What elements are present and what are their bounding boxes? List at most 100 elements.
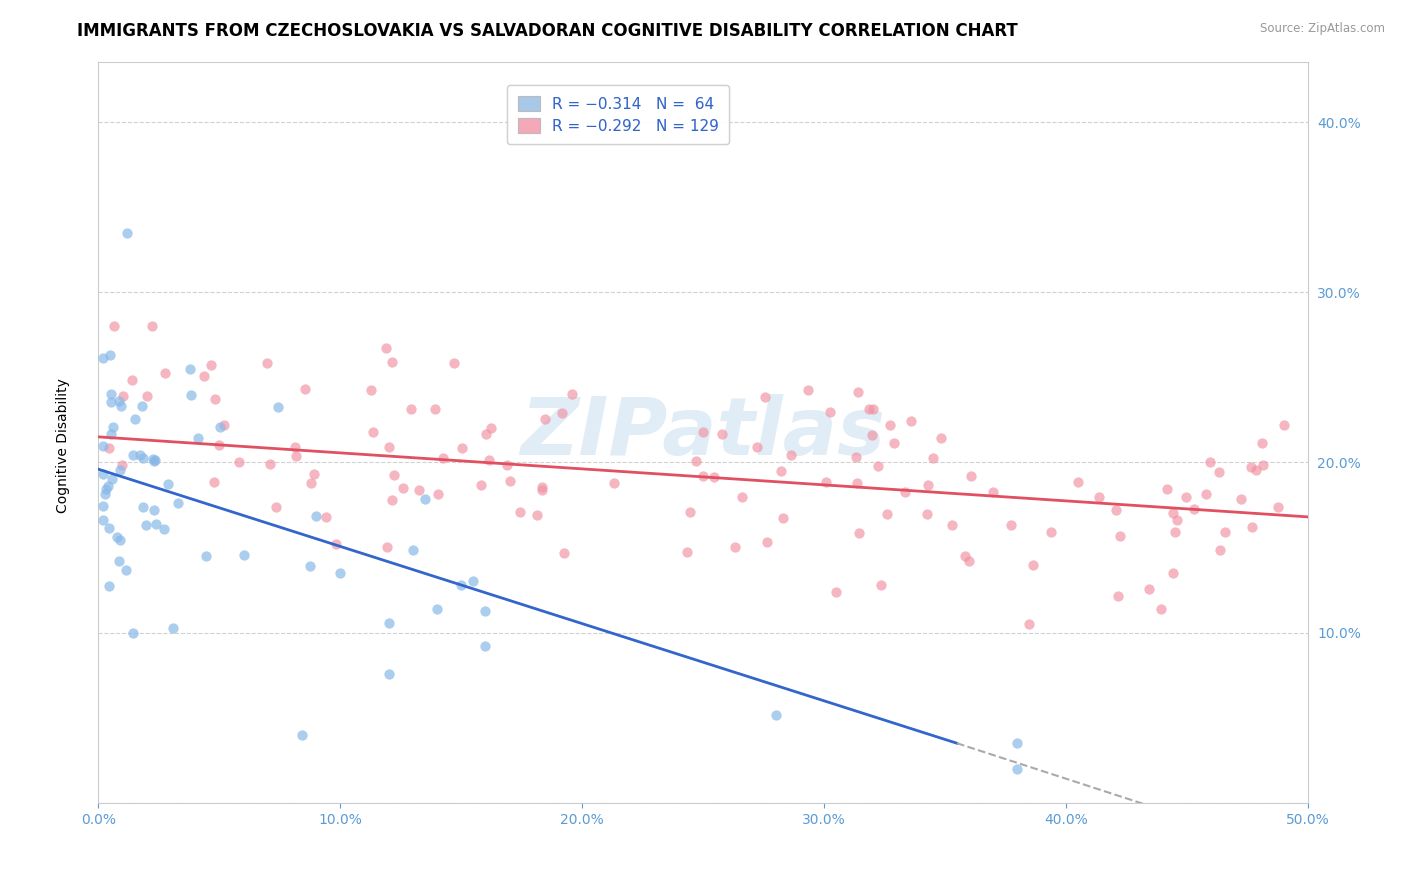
Point [195, 549, 218, 563]
Point [675, 545, 697, 559]
Point [496, 458, 519, 472]
Point [105, 530, 128, 544]
Point [679, 505, 702, 519]
Point [360, 383, 382, 397]
Point [769, 464, 792, 478]
Point [451, 441, 474, 455]
Point [848, 525, 870, 540]
Point [1208, 465, 1230, 479]
Point [132, 500, 155, 515]
Point [1156, 482, 1178, 496]
Point [900, 414, 922, 428]
Point [100, 426, 122, 441]
Point [754, 390, 776, 404]
Point [284, 440, 307, 454]
Point [876, 507, 898, 521]
Point [187, 431, 209, 445]
Point [1007, 736, 1029, 750]
Point [141, 319, 163, 334]
Point [450, 577, 472, 591]
Point [132, 451, 155, 466]
Point [780, 448, 803, 462]
Point [256, 356, 278, 370]
Point [96, 479, 118, 493]
Text: IMMIGRANTS FROM CZECHOSLOVAKIA VS SALVADORAN COGNITIVE DISABILITY CORRELATION CH: IMMIGRANTS FROM CZECHOSLOVAKIA VS SALVAD… [77, 22, 1018, 40]
Point [381, 493, 404, 508]
Point [315, 509, 337, 524]
Point [204, 392, 226, 407]
Point [377, 667, 399, 681]
Point [815, 475, 838, 489]
Point [957, 553, 980, 567]
Point [112, 389, 135, 403]
Point [136, 388, 159, 402]
Point [922, 450, 945, 465]
Point [692, 469, 714, 483]
Point [866, 458, 889, 473]
Point [91, 439, 114, 453]
Point [408, 483, 430, 497]
Point [153, 366, 176, 380]
Point [953, 549, 976, 564]
Point [1137, 582, 1160, 596]
Point [294, 382, 316, 396]
Point [208, 438, 231, 452]
Point [869, 578, 891, 592]
Point [200, 358, 222, 372]
Point [960, 469, 983, 483]
Point [526, 508, 548, 522]
Point [117, 226, 139, 240]
Point [426, 602, 449, 616]
Point [167, 496, 190, 510]
Point [98, 348, 121, 362]
Point [375, 341, 398, 355]
Point [96, 482, 118, 496]
Point [443, 356, 465, 370]
Point [143, 453, 166, 467]
Point [97, 579, 120, 593]
Point [862, 427, 884, 442]
Point [1250, 436, 1272, 450]
Point [1241, 520, 1264, 534]
Point [427, 486, 450, 500]
Point [1163, 524, 1185, 539]
Point [91, 499, 114, 513]
Point [110, 462, 132, 476]
Point [862, 401, 884, 416]
Point [551, 406, 574, 420]
Point [478, 453, 501, 467]
Point [361, 425, 384, 440]
Point [796, 383, 818, 397]
Point [893, 485, 915, 500]
Point [121, 448, 143, 462]
Point [145, 517, 167, 532]
Point [299, 476, 322, 491]
Point [1213, 525, 1236, 540]
Point [212, 417, 235, 432]
Point [917, 478, 939, 492]
Point [1109, 529, 1132, 543]
Point [474, 427, 496, 442]
Point [305, 508, 328, 523]
Point [142, 451, 165, 466]
Point [101, 472, 124, 486]
Point [381, 355, 404, 369]
Text: Source: ZipAtlas.com: Source: ZipAtlas.com [1260, 22, 1385, 36]
Point [1007, 762, 1029, 776]
Point [603, 476, 626, 491]
Point [765, 708, 787, 723]
Point [1166, 513, 1188, 527]
Point [1105, 502, 1128, 516]
Point [530, 480, 553, 494]
Point [1161, 566, 1184, 581]
Point [264, 500, 287, 515]
Point [724, 540, 747, 554]
Point [692, 425, 714, 439]
Point [91, 467, 114, 481]
Point [710, 426, 733, 441]
Point [685, 454, 707, 468]
Point [378, 440, 401, 454]
Point [846, 384, 869, 399]
Point [463, 574, 485, 589]
Point [111, 458, 134, 472]
